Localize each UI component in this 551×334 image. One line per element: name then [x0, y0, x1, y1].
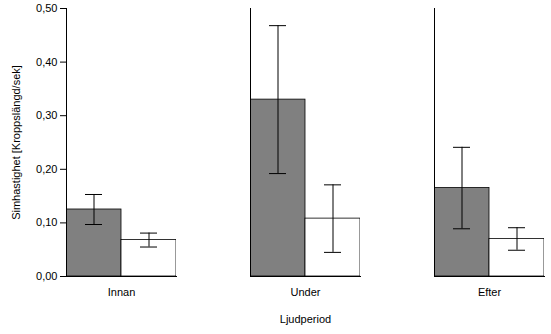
svg-text:0,50: 0,50 [36, 2, 57, 14]
svg-text:0,20: 0,20 [36, 163, 57, 175]
svg-text:0,10: 0,10 [36, 216, 57, 228]
svg-text:0,30: 0,30 [36, 109, 57, 121]
svg-text:0,00: 0,00 [36, 270, 57, 282]
svg-text:Efter: Efter [478, 286, 502, 298]
svg-text:0,40: 0,40 [36, 56, 57, 68]
svg-text:Simhastighet [Kroppslängd/sek]: Simhastighet [Kroppslängd/sek] [10, 65, 22, 220]
svg-text:Under: Under [291, 286, 321, 298]
svg-text:Innan: Innan [108, 286, 136, 298]
svg-text:Ljudperiod: Ljudperiod [280, 313, 331, 325]
